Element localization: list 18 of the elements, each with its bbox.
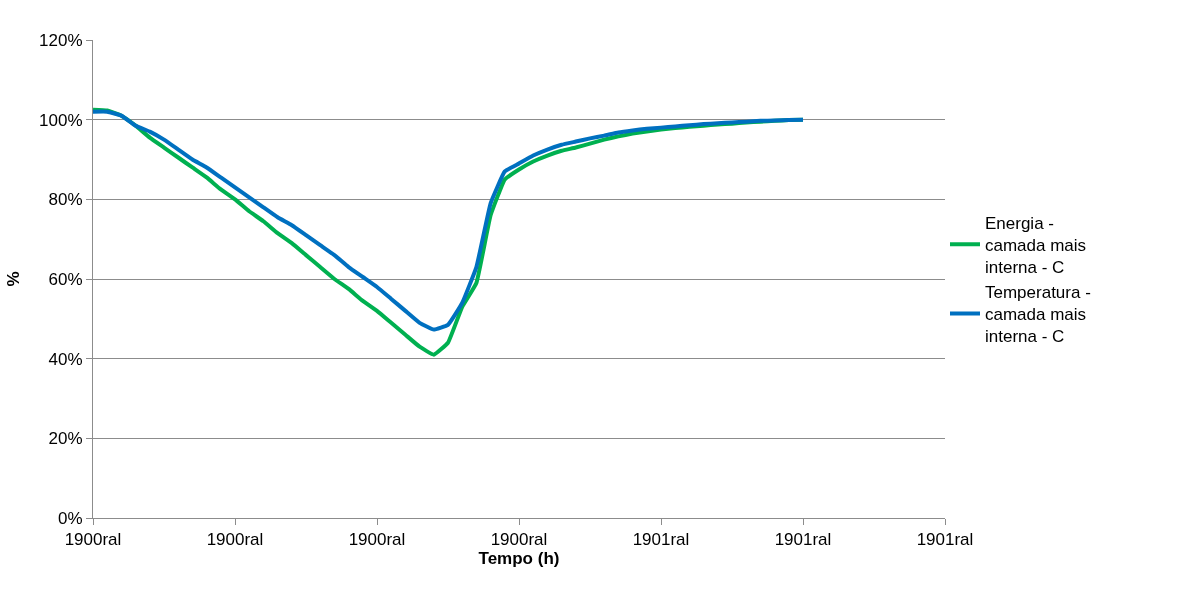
y-tick-label: 80%	[48, 190, 83, 210]
y-tick-label: 100%	[39, 110, 83, 130]
y-tick-label: 40%	[48, 349, 83, 369]
y-tick-label: 20%	[48, 429, 83, 449]
x-tick-label: 1900ral	[64, 530, 122, 550]
x-tick-label: 1901ral	[774, 530, 832, 550]
x-axis-title: Tempo (h)	[478, 549, 560, 569]
y-axis-title: %	[3, 271, 23, 287]
x-tick-label: 1901ral	[916, 530, 974, 550]
x-tick-label: 1900ral	[348, 530, 406, 550]
legend-label: Energia - camada mais interna - C	[985, 213, 1087, 277]
x-tick-label: 1900ral	[490, 530, 548, 550]
y-tick-label: 120%	[39, 30, 83, 50]
x-tick-label: 1901ral	[632, 530, 690, 550]
legend-label: Temperatura - camada mais interna - C	[985, 282, 1091, 347]
y-tick-label: 0%	[58, 508, 83, 528]
y-tick-label: 60%	[48, 269, 83, 289]
x-tick-label: 1900ral	[206, 530, 264, 550]
